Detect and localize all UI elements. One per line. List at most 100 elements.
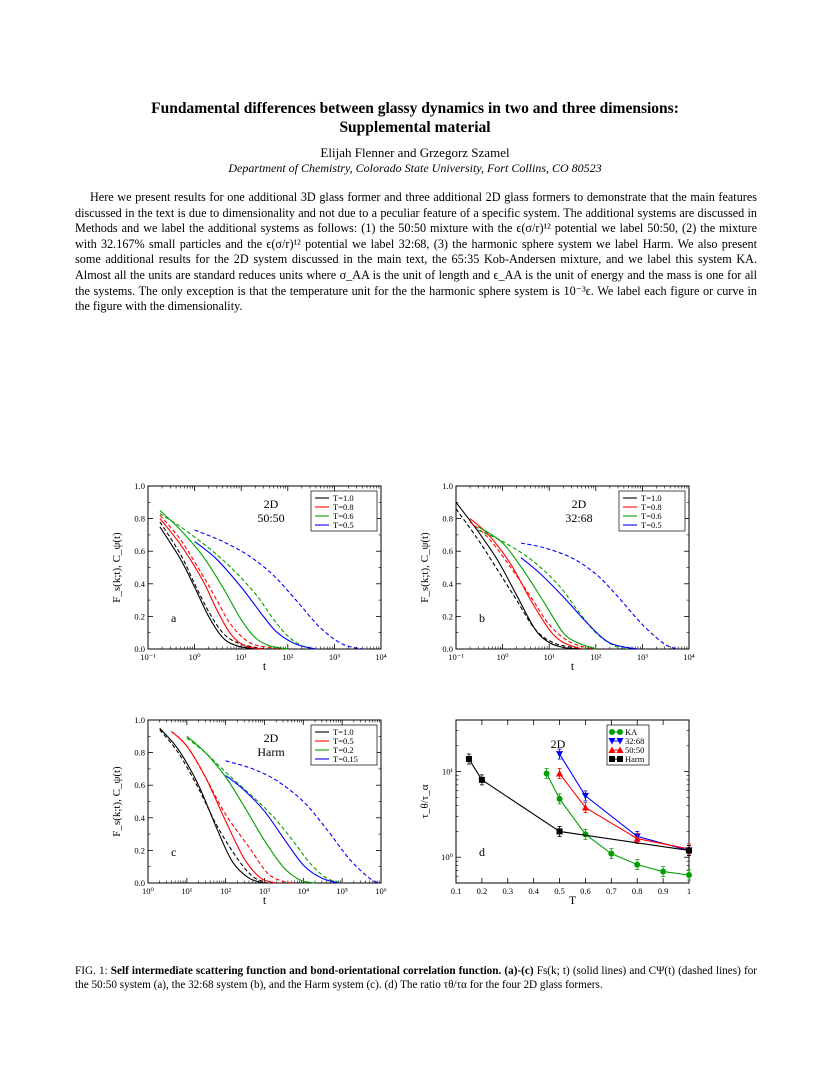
annotation-dimension: 2D [264, 497, 279, 511]
x-tick-label: 0.6 [580, 886, 591, 896]
series-red-dashed-line [469, 521, 596, 650]
legend-label: T=0.15 [333, 754, 358, 764]
legend-label: T=0.5 [641, 520, 662, 530]
abstract-paragraph: Here we present results for one addition… [75, 190, 757, 314]
x-tick-label: 0.2 [477, 886, 488, 896]
legend-label: T=1.0 [641, 493, 662, 503]
legend-label: 50:50 [625, 745, 644, 755]
y-tick-label: 0.2 [134, 611, 145, 621]
x-axis-label: t [263, 659, 267, 673]
x-tick-label: 10² [282, 652, 294, 662]
KA-data-point [634, 861, 641, 868]
x-axis-label: t [571, 659, 575, 673]
50:50-data-point [633, 835, 641, 842]
legend-label: T=0.5 [333, 736, 354, 746]
x-tick-label: 10⁻¹ [448, 652, 464, 662]
y-tick-label: 1.0 [442, 481, 453, 491]
figure-panel-c: 10⁰ 10¹ 10² 10³ 10⁴ 10⁵ 10⁶ 0.0 0.2 0.4 0.6 0.8 1.0 t… [111, 715, 387, 907]
legend-marker [609, 729, 615, 735]
x-tick-label: 10⁴ [683, 652, 695, 662]
annotation-dimension: 2D [264, 731, 279, 745]
y-tick-label: 0.0 [134, 878, 145, 888]
series-black-dashed-line [159, 729, 268, 884]
y-tick-label: 0.4 [442, 579, 453, 589]
x-tick-label: 10¹ [181, 886, 193, 896]
y-tick-label: 0.8 [134, 514, 145, 524]
x-tick-label: 0.3 [502, 886, 513, 896]
legend-marker [617, 756, 623, 762]
KA-data-point [660, 868, 667, 875]
series-black-solid-line [455, 501, 578, 650]
legend-label: Harm [625, 754, 645, 764]
Harm-data-point [465, 756, 472, 763]
y-axis-label: F_s(k;t), C_ψ(t) [419, 532, 431, 603]
series-green-solid-line [159, 510, 288, 650]
x-tick-label: 10⁻¹ [140, 652, 156, 662]
x-tick-label: 10² [590, 652, 602, 662]
y-tick-label: 0.0 [442, 644, 453, 654]
figure-panel-b: 10⁻¹ 10⁰ 10¹ 10² 10³ 10⁴ 0.0 0.2 0.4 0.6 0.8 1.0 t F_… [419, 481, 695, 673]
legend-label: T=0.6 [333, 511, 354, 521]
x-tick-label: 10⁴ [298, 886, 310, 896]
annotation-dimension: 2D [551, 737, 566, 751]
authors: Elijah Flenner and Grzegorz Szamel [320, 145, 510, 160]
y-tick-label: 0.0 [134, 644, 145, 654]
legend-label: T=0.8 [333, 502, 354, 512]
legend-label: 32:68 [625, 736, 644, 746]
x-axis-label: T [569, 893, 577, 907]
series-32:68-line [559, 753, 690, 851]
x-tick-label: 0.1 [451, 886, 462, 896]
series-green-solid-line [186, 735, 316, 884]
series-green-dashed-line [186, 737, 343, 884]
legend-marker [617, 729, 623, 735]
KA-data-point [543, 770, 550, 777]
panel-letter: a [171, 611, 177, 625]
x-tick-label: 0.9 [658, 886, 669, 896]
y-tick-label: 10¹ [442, 767, 454, 777]
annotation-system: 50:50 [257, 511, 284, 525]
series-blue-dashed-line [225, 760, 380, 884]
KA-data-point [582, 831, 589, 838]
series-KA-line [546, 773, 690, 876]
x-tick-label: 10² [220, 886, 232, 896]
y-axis-label: τ_θ/τ_α [419, 784, 431, 818]
50:50-data-point [556, 769, 564, 777]
legend-marker [616, 746, 624, 753]
series-blue-solid-line [520, 557, 638, 650]
title-line-1: Fundamental differences between glassy d… [151, 100, 679, 117]
legend-label: T=0.5 [333, 520, 354, 530]
plot-frame [455, 719, 690, 884]
figure-caption: FIG. 1: Self intermediate scattering fun… [75, 964, 757, 992]
50:50-data-point [581, 804, 589, 811]
series-black-solid-line [159, 727, 265, 884]
y-tick-label: 0.6 [134, 546, 145, 556]
series-blue-dashed-line [520, 542, 679, 650]
y-tick-label: 0.6 [442, 546, 453, 556]
x-tick-label: 1 [687, 886, 691, 896]
KA-data-point [556, 795, 563, 802]
series-black-dashed-line [159, 521, 270, 650]
32:68-data-point [556, 751, 564, 758]
y-tick-label: 1.0 [134, 481, 145, 491]
panel-letter: c [171, 845, 176, 859]
legend-label: KA [625, 727, 638, 737]
x-tick-label: 10⁰ [189, 652, 202, 662]
Harm-data-point [686, 847, 692, 854]
series-blue-dashed-line [194, 529, 363, 650]
series-50:50-line [559, 773, 690, 850]
y-tick-label: 10⁰ [441, 852, 454, 862]
panel-letter: b [479, 611, 485, 625]
figure-panel-a: 10⁻¹ 10⁰ 10¹ 10² 10³ 10⁴ 0.0 0.2 0.4 0.6 0.8 1.0 t F_… [111, 481, 387, 673]
x-tick-label: 10⁰ [142, 886, 155, 896]
series-red-dashed-line [171, 730, 295, 884]
y-tick-label: 0.8 [442, 514, 453, 524]
series-red-solid-line [469, 518, 582, 650]
affiliation: Department of Chemistry, Colorado State … [228, 161, 602, 175]
annotation-system: Harm [257, 745, 285, 759]
y-axis-label: F_s(k;t), C_ψ(t) [111, 532, 123, 603]
title-line-2: Supplemental material [339, 119, 491, 136]
x-tick-label: 10⁵ [336, 886, 348, 896]
legend-label: T=1.0 [333, 493, 354, 503]
x-tick-label: 10⁰ [497, 652, 510, 662]
x-tick-label: 0.8 [632, 886, 643, 896]
